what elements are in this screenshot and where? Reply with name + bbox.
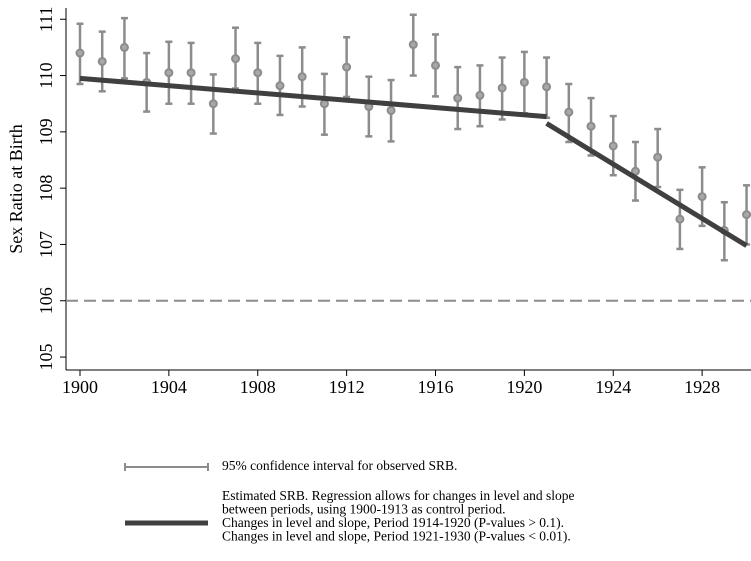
point [653,152,663,162]
y-tick-label: 105 [36,344,56,371]
legend-label: between periods, using 1900-1913 as cont… [222,502,505,517]
point [208,99,218,109]
point [275,81,285,91]
fit-line [79,75,547,120]
point [319,99,329,109]
y-tick-label: 108 [36,175,56,202]
point [453,93,463,103]
point [430,60,440,70]
legend-label: Estimated SRB. Regression allows for cha… [222,488,574,503]
point [186,68,196,78]
y-tick-label: 106 [36,287,56,314]
point [297,72,307,82]
y-tick-label: 109 [36,118,56,145]
point [475,90,485,100]
legend-label: 95% confidence interval for observed SRB… [222,458,457,473]
point [119,42,129,52]
point [386,105,396,115]
y-tick-label: 107 [36,231,56,258]
x-tick-label: 1920 [506,377,542,397]
x-tick-label: 1904 [151,377,187,397]
x-tick-label: 1908 [240,377,276,397]
point [253,68,263,78]
point [675,214,685,224]
point [742,210,751,220]
point [608,141,618,151]
fit-line [545,121,748,248]
point [342,62,352,72]
point [542,82,552,92]
x-tick-label: 1912 [329,377,365,397]
point [97,56,107,66]
point [519,77,529,87]
x-tick-label: 1928 [684,377,720,397]
x-tick-label: 1924 [595,377,631,397]
x-tick-label: 1916 [417,377,453,397]
point [75,48,85,58]
point [697,192,707,202]
point [630,166,640,176]
y-axis-label: Sex Ratio at Birth [6,124,26,254]
point [586,121,596,131]
y-tick-label: 110 [36,62,56,88]
point [164,68,174,78]
y-tick-label: 111 [36,6,56,32]
x-tick-label: 1900 [62,377,98,397]
point [231,54,241,64]
legend-label: Changes in level and slope, Period 1921-… [222,529,571,544]
point [564,107,574,117]
point [408,40,418,50]
point [497,83,507,93]
legend-label: Changes in level and slope, Period 1914-… [222,515,564,530]
